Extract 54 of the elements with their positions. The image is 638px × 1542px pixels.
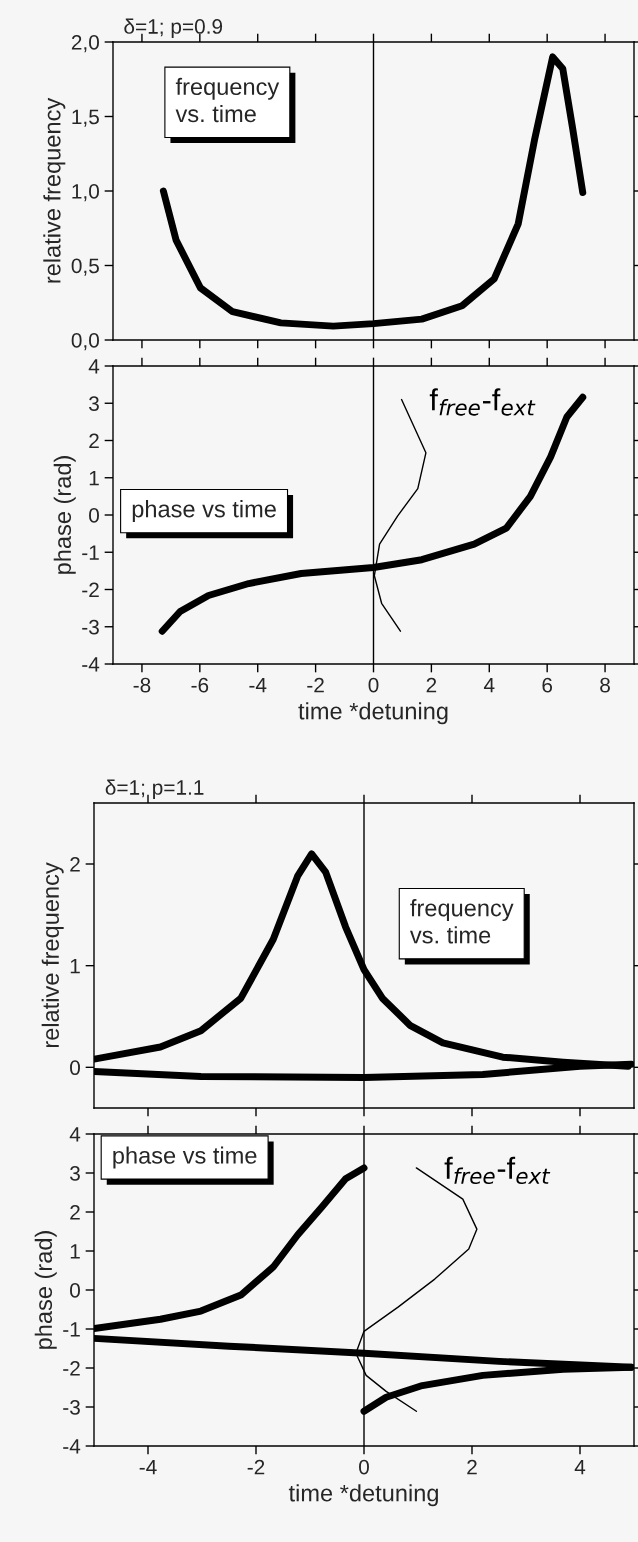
annotation: frequency vs. time bbox=[175, 77, 280, 123]
y-tick-label: 2 bbox=[89, 433, 99, 449]
y-tick-label: -4 bbox=[63, 1439, 81, 1454]
x-tick-label: 8 bbox=[600, 677, 610, 693]
x-tick-label: -6 bbox=[191, 677, 209, 693]
y-tick-label: 1,5 bbox=[72, 109, 99, 127]
y-tick-label: 2,0 bbox=[71, 35, 99, 53]
y-tick-label: 1,0 bbox=[72, 184, 99, 202]
x-tick-label: 2 bbox=[426, 677, 437, 693]
x-tick-label: -2 bbox=[307, 677, 324, 693]
x-tick-label: 4 bbox=[574, 1459, 586, 1475]
x-axis-title: time *detuning bbox=[288, 1484, 438, 1507]
y-tick-label: 1 bbox=[70, 958, 80, 974]
y-tick-label: -1 bbox=[63, 1322, 80, 1337]
x-tick-label: 2 bbox=[467, 1459, 477, 1475]
y-tick-label: 2 bbox=[70, 1205, 80, 1220]
y-tick-label: -1 bbox=[82, 545, 99, 560]
legend-label: f$_{free}$-f$_{ext}$ bbox=[444, 1156, 551, 1185]
y-tick-label: 0 bbox=[70, 1283, 80, 1298]
x-tick-label: -4 bbox=[249, 677, 267, 693]
annotation: frequency vs. time bbox=[409, 899, 514, 944]
y-tick-label: -3 bbox=[63, 1400, 80, 1415]
y-tick-label: 0,0 bbox=[71, 333, 99, 351]
y-tick-label: 3 bbox=[70, 1166, 80, 1181]
annotation: phase vs time bbox=[132, 500, 276, 523]
y-axis-title: relative frequency bbox=[41, 862, 64, 1048]
x-tick-label: 4 bbox=[483, 677, 495, 693]
x-axis-title: time *detuning bbox=[298, 702, 448, 725]
y-tick-label: 2 bbox=[70, 857, 80, 872]
y-tick-label: 1 bbox=[89, 470, 99, 486]
y-axis-title: phase (rad) bbox=[53, 456, 76, 574]
y-tick-label: -3 bbox=[82, 619, 99, 635]
y-axis-title: relative frequency bbox=[43, 97, 66, 283]
y-tick-label: 1 bbox=[70, 1244, 80, 1259]
y-tick-label: -2 bbox=[82, 582, 99, 598]
x-tick-label: -8 bbox=[133, 677, 151, 693]
chart-title: δ=1; p=0.9 bbox=[124, 18, 223, 38]
legend-label: f$_{free}$-f$_{ext}$ bbox=[429, 388, 536, 416]
y-axis-title: phase (rad) bbox=[34, 1231, 57, 1349]
y-tick-label: 0 bbox=[70, 1060, 80, 1076]
y-tick-label: 3 bbox=[89, 396, 99, 411]
annotation: phase vs time bbox=[113, 1146, 257, 1169]
x-tick-label: 0 bbox=[359, 1459, 369, 1475]
x-tick-label: 6 bbox=[542, 677, 553, 693]
y-tick-label: -2 bbox=[63, 1361, 80, 1376]
x-tick-label: -2 bbox=[247, 1459, 265, 1475]
y-tick-label: 4 bbox=[88, 359, 100, 374]
x-tick-label: 0 bbox=[368, 677, 379, 693]
chart-title: δ=1; p=1.1 bbox=[105, 779, 204, 799]
x-tick-label: -4 bbox=[139, 1459, 157, 1475]
y-tick-label: 0,5 bbox=[71, 258, 99, 276]
y-tick-label: 4 bbox=[69, 1127, 81, 1142]
y-tick-label: 0 bbox=[89, 508, 99, 523]
y-tick-label: -4 bbox=[82, 657, 100, 672]
